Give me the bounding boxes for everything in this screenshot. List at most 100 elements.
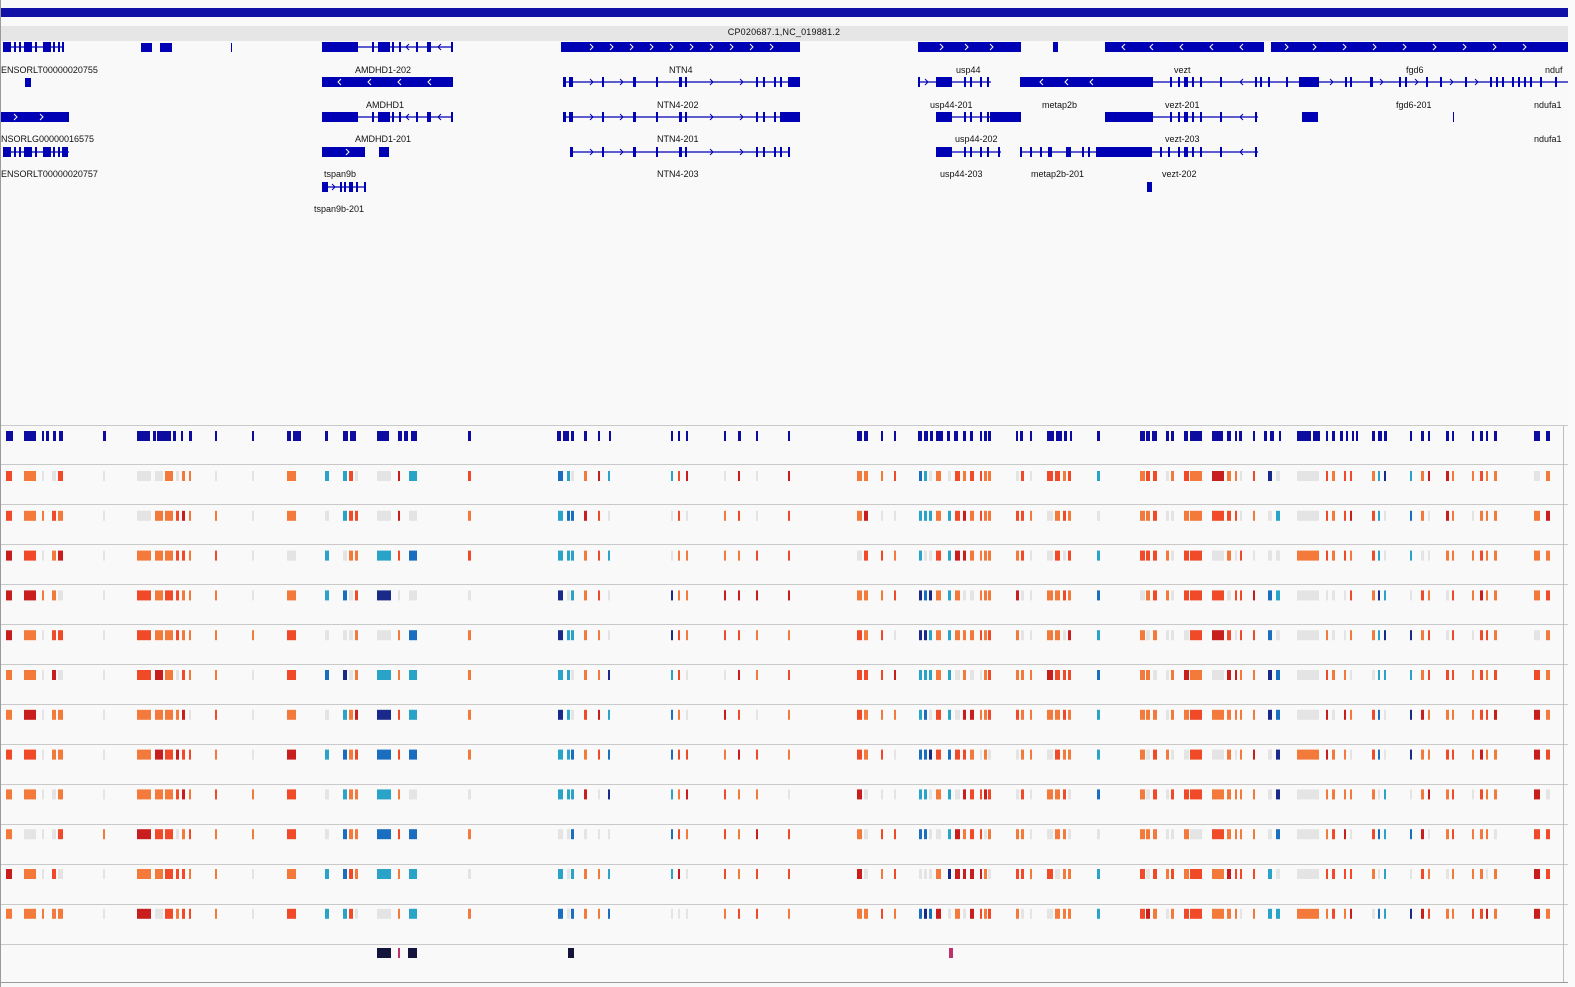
heatmap-cell [881,789,883,800]
heatmap-cell [881,829,883,840]
heatmap-cell [919,749,922,760]
heatmap-cell [58,510,63,521]
heatmap-cell [409,471,417,481]
heatmap-cell [558,510,563,521]
heatmap-cell [1421,829,1424,840]
heatmap-cell [1534,590,1540,601]
heatmap-cell [52,869,56,879]
heatmap-cell [24,510,36,521]
heatmap-cell [182,590,185,601]
heatmap-cell [864,789,868,800]
feature-block [252,431,254,441]
strand-arrow [1121,43,1126,51]
heatmap-cell [1140,709,1145,720]
gene-exon [1405,77,1407,87]
heatmap-cell [398,789,400,800]
heatmap-cell [1350,510,1352,521]
heatmap-cell [1384,510,1386,521]
gene-label: usp44 [956,65,981,75]
heatmap-cell [1153,510,1157,521]
heatmap-cell [252,829,254,840]
heatmap-cell [165,869,173,879]
feature-block [1332,431,1335,441]
gene-exon [685,147,687,157]
heatmap-cell [1326,550,1328,561]
heatmap-cell [881,550,883,561]
heatmap-cell [189,869,191,879]
heatmap-cell [984,510,987,521]
heatmap-cell [558,471,563,481]
heatmap-cell [984,670,987,680]
heatmap-cell [1171,630,1174,641]
heatmap-cell [1253,510,1255,521]
heatmap-cell [1016,670,1019,680]
heatmap-cell [349,908,353,919]
gene-exon [378,112,390,122]
heatmap-cell [988,550,991,561]
heatmap-cell [608,709,610,720]
heatmap-cell [1486,630,1488,641]
gene-exon [1200,147,1202,157]
heatmap-cell [567,749,570,760]
gene-track[interactable] [0,0,1568,230]
heatmap-cell [963,908,966,919]
heatmap-cell [1297,670,1319,680]
heatmap-cell [598,550,600,561]
gene-exon [1540,77,1542,87]
gene-exon [1299,77,1319,87]
heatmap-cell [608,670,610,680]
heatmap-cell [1184,789,1189,800]
gene-exon [379,147,389,157]
heatmap-cell [1030,908,1032,919]
heatmap-cell [1253,550,1255,561]
heatmap-cell [970,908,974,919]
heatmap-cell [52,670,56,680]
heatmap-cell [1047,749,1053,760]
heatmap-cell [1068,908,1071,919]
feature-block [6,431,13,441]
heatmap-cell [1410,550,1412,561]
heatmap-cell [52,709,56,720]
heatmap-cell [671,510,673,521]
heatmap-cell [398,908,400,919]
heatmap-cell [6,908,12,919]
heatmap-cell [970,709,974,720]
feature-block [984,431,987,441]
gene-exon [936,112,952,122]
heatmap-cell [567,550,570,561]
gene-exon [3,147,11,157]
heatmap-cell [349,590,353,601]
heatmap-cell [1421,749,1424,760]
heatmap-cell [1344,670,1346,680]
heatmap-cell [1212,471,1224,481]
gene-exon [936,147,952,157]
heatmap-cell [1534,630,1540,641]
feature-block [1452,431,1454,441]
heatmap-cell [864,471,868,481]
heatmap-cell [970,789,974,800]
ruler-bar: CP020687.1,NC_019881.2 [0,26,1568,41]
heatmap-cell [137,471,151,481]
feature-block [157,431,171,441]
heatmap-cell [1297,550,1319,561]
heatmap-cell [1446,510,1449,521]
heatmap-cell [1235,789,1237,800]
heatmap-cell [924,789,927,800]
heatmap-cell [398,670,400,680]
heatmap-cell [598,869,600,879]
gene-body [1105,42,1264,52]
heatmap-cell [857,670,862,680]
heatmap-cell [24,471,36,481]
heatmap-cell [325,869,329,879]
heatmap-cell [756,749,758,760]
heatmap-cell [1016,829,1019,840]
heatmap-cell [584,630,587,641]
chromosome-ideogram-bar[interactable] [0,8,1568,17]
heatmap-cell [788,749,790,760]
heatmap-cell [724,908,726,919]
heatmap-cell [182,471,185,481]
heatmap-cell [558,550,563,561]
strand-arrow [589,113,594,121]
